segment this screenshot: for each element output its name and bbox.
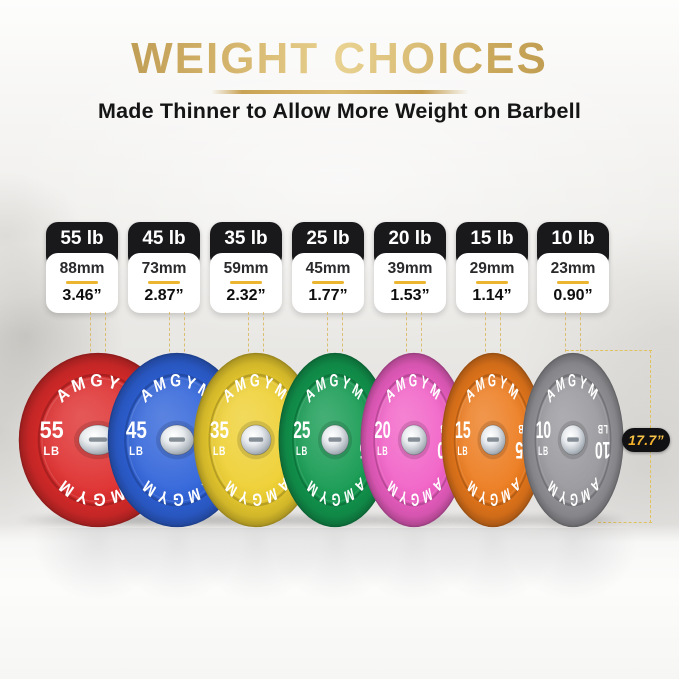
svg-text:45: 45 bbox=[126, 417, 147, 444]
spec-mm-value: 39mm bbox=[387, 260, 433, 277]
plate-reflection bbox=[107, 528, 247, 606]
spec-divider bbox=[148, 281, 180, 284]
bumper-plate-10lb: AMGYM AMGYM 10 LB 10 LB bbox=[522, 352, 624, 528]
svg-text:10: 10 bbox=[595, 436, 610, 463]
plate-reflection bbox=[423, 528, 563, 606]
svg-text:LB: LB bbox=[296, 445, 308, 458]
leader-lines-55lb bbox=[90, 312, 106, 357]
plate-reflection bbox=[265, 528, 405, 606]
leader-lines-25lb bbox=[327, 312, 343, 357]
page-title: WEIGHT CHOICES bbox=[0, 34, 679, 84]
spec-card-20lb: 20 lb 39mm 1.53” bbox=[374, 222, 446, 313]
spec-inch-value: 2.32” bbox=[226, 287, 266, 304]
measurement-line-bottom bbox=[598, 522, 652, 523]
spec-card-55lb: 55 lb 88mm 3.46” bbox=[46, 222, 118, 313]
measurement-line-top bbox=[566, 350, 652, 351]
spec-inch-value: 1.77” bbox=[308, 287, 348, 304]
leader-lines-20lb bbox=[406, 312, 422, 357]
title-underline bbox=[210, 90, 469, 94]
page-subtitle: Made Thinner to Allow More Weight on Bar… bbox=[97, 99, 581, 123]
svg-text:LB: LB bbox=[377, 445, 388, 458]
spec-card-10lb: 10 lb 23mm 0.90” bbox=[537, 222, 609, 313]
spec-divider bbox=[394, 281, 426, 284]
svg-text:15: 15 bbox=[455, 418, 471, 445]
plate-reflection bbox=[503, 528, 643, 606]
diameter-value: 17.7” bbox=[628, 432, 664, 448]
plate-reflection bbox=[186, 528, 326, 606]
leader-lines-35lb bbox=[248, 312, 264, 357]
spec-divider bbox=[476, 281, 508, 284]
svg-text:LB: LB bbox=[213, 445, 226, 459]
leader-lines-45lb bbox=[169, 312, 185, 357]
spec-inch-value: 1.53” bbox=[390, 287, 430, 304]
spec-divider bbox=[230, 281, 262, 284]
svg-text:LB: LB bbox=[43, 444, 60, 458]
spec-inch-value: 0.90” bbox=[553, 287, 593, 304]
plate-reflection bbox=[28, 528, 168, 606]
svg-text:LB: LB bbox=[597, 421, 608, 434]
spec-divider bbox=[557, 281, 589, 284]
floor bbox=[0, 524, 679, 679]
spec-divider bbox=[66, 281, 98, 284]
spec-card-45lb: 45 lb 73mm 2.87” bbox=[128, 222, 200, 313]
spec-mm-value: 73mm bbox=[141, 260, 187, 277]
spec-mm-value: 59mm bbox=[223, 260, 269, 277]
spec-mm-value: 88mm bbox=[59, 260, 105, 277]
plate-reflection bbox=[344, 528, 484, 606]
svg-text:55: 55 bbox=[40, 416, 64, 443]
leader-lines-15lb bbox=[485, 312, 501, 357]
spec-card-25lb: 25 lb 45mm 1.77” bbox=[292, 222, 364, 313]
spec-mm-value: 23mm bbox=[550, 260, 596, 277]
spec-card-15lb: 15 lb 29mm 1.14” bbox=[456, 222, 528, 313]
spec-inch-value: 2.87” bbox=[144, 287, 184, 304]
svg-text:LB: LB bbox=[129, 445, 143, 458]
spec-mm-value: 29mm bbox=[469, 260, 515, 277]
svg-text:20: 20 bbox=[375, 418, 391, 445]
spec-inch-value: 3.46” bbox=[62, 287, 102, 304]
svg-text:LB: LB bbox=[457, 445, 468, 458]
spec-card-35lb: 35 lb 59mm 2.32” bbox=[210, 222, 282, 313]
svg-text:LB: LB bbox=[538, 445, 549, 458]
spec-inch-value: 1.14” bbox=[472, 287, 512, 304]
spec-mm-value: 45mm bbox=[305, 260, 351, 277]
svg-text:10: 10 bbox=[536, 417, 551, 444]
svg-text:25: 25 bbox=[293, 418, 310, 444]
svg-text:35: 35 bbox=[210, 418, 229, 444]
diameter-badge: 17.7” bbox=[622, 428, 670, 452]
spec-divider bbox=[312, 281, 344, 284]
leader-lines-10lb bbox=[565, 312, 581, 357]
